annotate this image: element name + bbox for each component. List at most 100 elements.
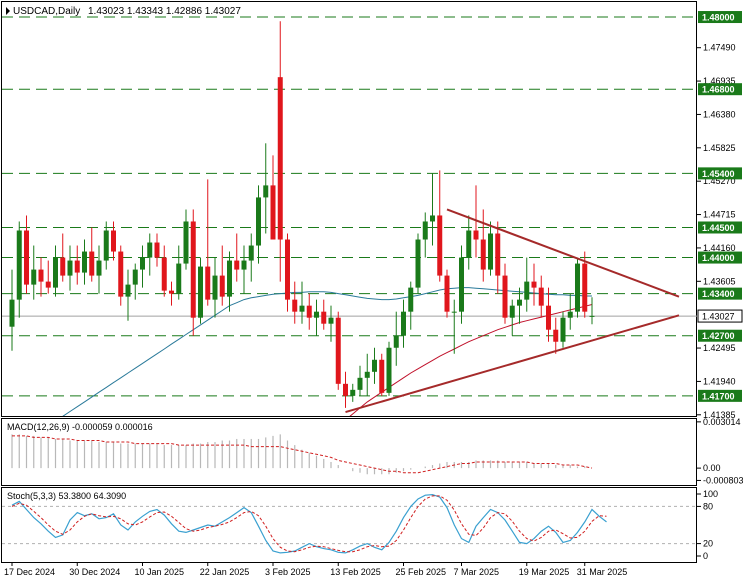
level-price-box: 1.42700 bbox=[698, 329, 742, 342]
macd-pane-border bbox=[1, 418, 697, 486]
bear-candle bbox=[306, 293, 312, 330]
price-tick-label: 1.41940 bbox=[703, 376, 736, 386]
trendlines bbox=[345, 208, 680, 414]
price-pane-border bbox=[1, 1, 697, 417]
date-tick-label: 7 Mar 2025 bbox=[454, 567, 500, 577]
trendline-upper bbox=[446, 208, 680, 298]
bear-candle bbox=[89, 227, 95, 282]
bear-candle bbox=[234, 233, 240, 282]
macd-histogram bbox=[11, 434, 586, 475]
bull-candle bbox=[357, 365, 363, 396]
bull-candle bbox=[183, 209, 189, 270]
candlesticks bbox=[9, 21, 595, 408]
bear-candle bbox=[285, 233, 290, 312]
bear-candle bbox=[45, 260, 51, 294]
bull-candle bbox=[350, 383, 356, 402]
bear-candle bbox=[343, 371, 348, 408]
support-resistance-levels bbox=[2, 16, 697, 397]
bull-candle bbox=[488, 221, 493, 276]
stoch-label: Stoch(5,3,3) 53.3800 64.3090 bbox=[7, 491, 126, 501]
bear-candle bbox=[190, 209, 196, 336]
price-tick-label: 1.46380 bbox=[703, 109, 736, 119]
date-tick-label: 22 Jan 2025 bbox=[200, 567, 250, 577]
macd-axis: 0.003014 0.00 -0.000803 bbox=[697, 417, 743, 485]
bear-candle bbox=[502, 263, 508, 324]
date-tick-label: 19 Mar 2025 bbox=[519, 567, 570, 577]
bull-candle bbox=[328, 305, 334, 342]
bull-candle bbox=[524, 257, 530, 312]
svg-text:1.41700: 1.41700 bbox=[702, 391, 735, 401]
macd-tick-label: -0.000803 bbox=[703, 475, 743, 485]
bull-candle bbox=[560, 311, 566, 348]
bull-candle bbox=[263, 143, 269, 234]
bull-candle bbox=[451, 299, 457, 354]
bull-candle bbox=[430, 173, 435, 246]
date-tick-label: 31 Mar 2025 bbox=[577, 567, 628, 577]
bear-candle bbox=[161, 245, 167, 297]
level-price-box: 1.44000 bbox=[698, 251, 742, 264]
level-price-box: 1.48000 bbox=[698, 11, 742, 24]
date-axis: 17 Dec 2024 30 Dec 2024 10 Jan 2025 22 Jan … bbox=[4, 562, 627, 577]
bull-candle bbox=[256, 185, 261, 264]
bull-candle bbox=[401, 299, 406, 348]
bull-candle bbox=[9, 269, 15, 351]
symbol-label: USDCAD,Daily bbox=[13, 6, 80, 17]
bear-candle bbox=[437, 170, 443, 282]
level-price-box: 1.45400 bbox=[698, 167, 742, 180]
bear-candle bbox=[205, 179, 211, 306]
bull-candle bbox=[372, 347, 377, 384]
svg-text:1.48000: 1.48000 bbox=[702, 13, 735, 23]
bull-candle bbox=[31, 245, 37, 300]
bull-candle bbox=[386, 341, 392, 396]
date-tick-label: 30 Dec 2024 bbox=[69, 567, 120, 577]
ohlc-readout: 1.43023 1.43343 1.42886 1.43027 bbox=[88, 6, 241, 17]
bull-candle bbox=[198, 257, 203, 324]
macd-tick-label: 0.00 bbox=[703, 463, 721, 473]
stoch-tick-label: 0 bbox=[703, 551, 708, 561]
bear-candle bbox=[154, 233, 160, 267]
macd-signal-path bbox=[12, 435, 593, 474]
price-tick-label: 1.45270 bbox=[703, 176, 736, 186]
date-tick-label: 17 Dec 2024 bbox=[4, 567, 55, 577]
price-tick-label: 1.42495 bbox=[703, 343, 736, 353]
bear-candle bbox=[531, 263, 537, 306]
bull-candle bbox=[314, 299, 319, 336]
bear-candle bbox=[118, 245, 124, 306]
bull-candle bbox=[82, 239, 87, 285]
price-tick-label: 1.44160 bbox=[703, 243, 736, 253]
bear-candle bbox=[379, 353, 385, 396]
price-tick-label: 1.44715 bbox=[703, 210, 736, 220]
bull-candle bbox=[176, 245, 182, 300]
bull-candle bbox=[125, 269, 131, 321]
level-price-box: 1.43400 bbox=[698, 287, 742, 300]
bull-candle bbox=[567, 293, 573, 330]
stoch-tick-label: 100 bbox=[703, 489, 718, 499]
bull-candle bbox=[415, 233, 421, 294]
date-tick-label: 13 Feb 2025 bbox=[330, 567, 381, 577]
bull-candle bbox=[466, 215, 472, 270]
bear-candle bbox=[553, 317, 559, 354]
bull-candle bbox=[241, 245, 247, 294]
bear-candle bbox=[277, 21, 283, 282]
svg-text:1.43400: 1.43400 bbox=[702, 289, 735, 299]
chart-header: USDCAD,Daily 1.43023 1.43343 1.42886 1.4… bbox=[6, 6, 241, 17]
macd-signal-line bbox=[12, 435, 593, 474]
svg-text:1.44500: 1.44500 bbox=[702, 223, 735, 233]
bull-candle bbox=[575, 257, 580, 318]
bull-candle bbox=[53, 245, 58, 297]
svg-text:1.46800: 1.46800 bbox=[702, 85, 735, 95]
bear-candle bbox=[473, 185, 479, 258]
current-price-box: 1.43027 bbox=[697, 309, 743, 323]
price-tick-label: 1.41385 bbox=[703, 410, 736, 420]
bear-candle bbox=[219, 245, 225, 306]
bull-candle bbox=[589, 297, 595, 325]
bull-candle bbox=[459, 245, 464, 324]
macd-label: MACD(12,26,9) -0.000059 0.000016 bbox=[7, 422, 153, 432]
price-tick-label: 1.43605 bbox=[703, 276, 736, 286]
bear-candle bbox=[169, 281, 174, 306]
date-tick-label: 10 Jan 2025 bbox=[135, 567, 185, 577]
svg-text:1.45400: 1.45400 bbox=[702, 169, 735, 179]
price-axis: 1.47490 1.46935 1.46380 1.45825 1.45270 1.447… bbox=[697, 11, 743, 420]
date-tick-label: 3 Feb 2025 bbox=[265, 567, 311, 577]
